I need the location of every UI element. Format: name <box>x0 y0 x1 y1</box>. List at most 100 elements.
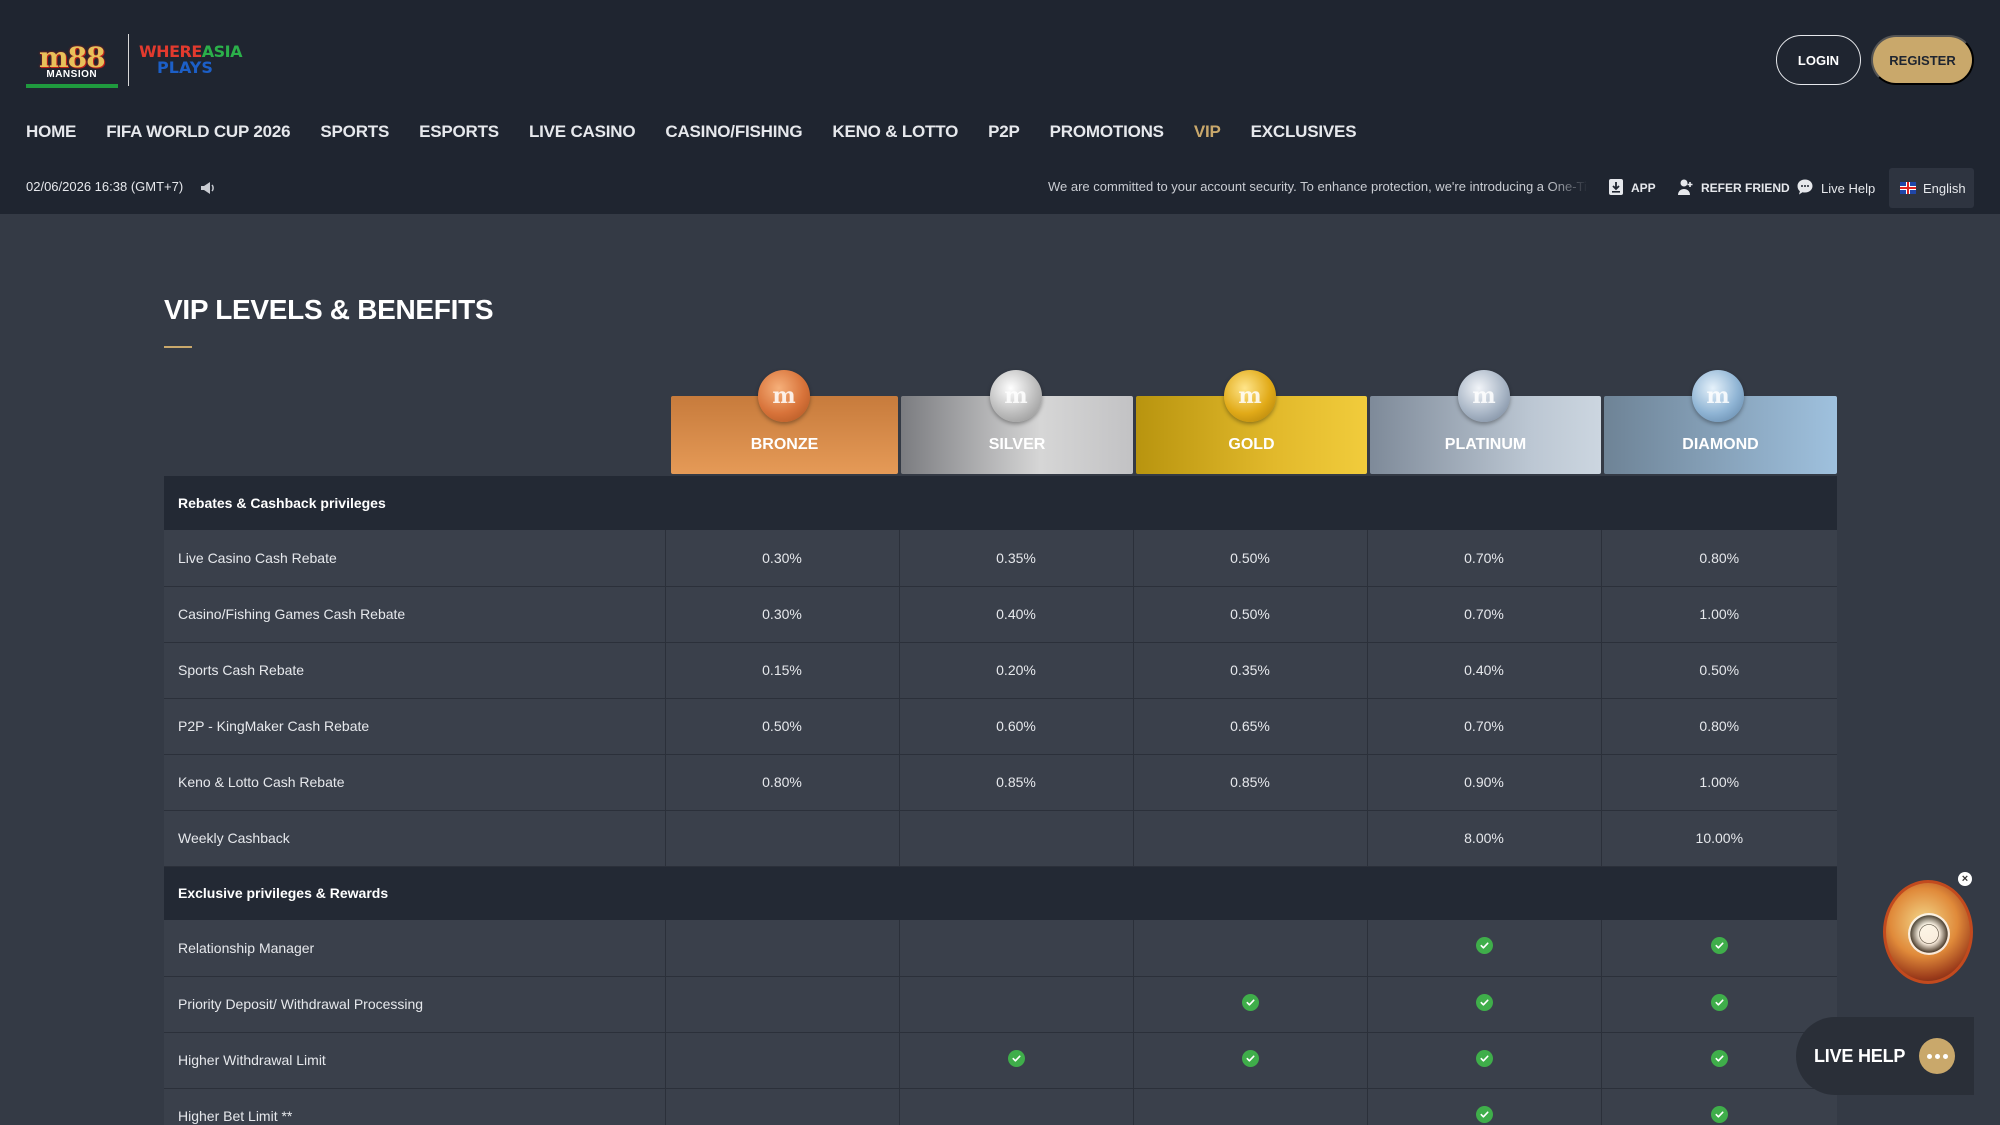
benefit-value-diamond: 1.00% <box>1601 586 1838 643</box>
benefit-value-silver <box>899 1088 1134 1125</box>
live-help-link[interactable]: Live Help <box>1796 168 1875 208</box>
nav-exclusives[interactable]: EXCLUSIVES <box>1250 122 1357 141</box>
chat-bubble-icon <box>1796 178 1814 199</box>
vip-benefits-table: Rebates & Cashback privileges Live Casino… <box>164 476 1838 1125</box>
benefit-label: Relationship Manager <box>164 920 666 977</box>
check-icon <box>1710 993 1728 1011</box>
nav-fifa-world-cup[interactable]: FIFA WORLD CUP 2026 <box>106 122 291 141</box>
benefit-value-gold <box>1133 920 1368 977</box>
title-underline <box>164 346 192 348</box>
benefit-value-bronze: 0.80% <box>665 754 900 811</box>
logo-divider <box>127 34 130 86</box>
benefit-value-diamond: 10.00% <box>1601 810 1838 867</box>
benefit-value-bronze <box>665 1088 900 1125</box>
tagline-asia: ASIA <box>201 42 243 61</box>
nav-p2p[interactable]: P2P <box>988 122 1020 141</box>
diamond-medal-icon: m <box>1692 370 1744 422</box>
benefit-label: P2P - KingMaker Cash Rebate <box>164 698 666 755</box>
page-title: VIP LEVELS & BENEFITS <box>164 294 494 325</box>
benefit-value-platinum: 0.70% <box>1367 530 1602 587</box>
nav-live-casino[interactable]: LIVE CASINO <box>528 122 636 141</box>
logo-sub-text: MANSION <box>46 69 98 80</box>
table-section-header: Exclusive privileges & Rewards <box>164 866 1838 920</box>
chat-dots-icon <box>1919 1038 1956 1074</box>
tagline-plays: PLAYS <box>157 58 213 77</box>
language-label: English <box>1923 180 1966 196</box>
platinum-medal-icon: m <box>1458 370 1510 422</box>
benefit-value-platinum: 0.70% <box>1367 586 1602 643</box>
table-row: Live Casino Cash Rebate 0.30% 0.35% 0.50% 0.… <box>164 530 1838 587</box>
refer-friend-icon <box>1676 178 1694 199</box>
check-icon <box>1475 1105 1493 1123</box>
check-icon <box>1475 993 1493 1011</box>
table-row: Sports Cash Rebate 0.15% 0.20% 0.35% 0.40% 0.… <box>164 642 1838 699</box>
benefit-value-gold: 0.50% <box>1133 586 1368 643</box>
nav-promotions[interactable]: PROMOTIONS <box>1049 122 1164 141</box>
check-icon <box>1007 1049 1025 1067</box>
benefit-value-bronze <box>665 1032 900 1089</box>
benefit-value-platinum <box>1367 976 1602 1033</box>
table-row: Weekly Cashback 8.00% 10.00% <box>164 810 1838 867</box>
refer-friend-label: REFER FRIEND <box>1701 181 1790 195</box>
announcement-marquee[interactable]: We are committed to your account securit… <box>1048 179 1588 197</box>
benefit-label: Live Casino Cash Rebate <box>164 530 666 587</box>
benefit-value-gold <box>1133 1032 1368 1089</box>
live-help-floating-button[interactable]: LIVE HELP <box>1796 1017 1974 1095</box>
check-icon <box>1475 1049 1493 1067</box>
section-title: Rebates & Cashback privileges <box>164 476 1838 530</box>
benefit-value-silver: 0.85% <box>899 754 1134 811</box>
benefit-label: Sports Cash Rebate <box>164 642 666 699</box>
tagline-where: WHERE <box>139 42 202 61</box>
close-icon[interactable]: × <box>1958 872 1972 886</box>
where-asia-plays-logo: WHEREASIA PLAYS <box>139 44 242 76</box>
benefit-value-platinum <box>1367 1032 1602 1089</box>
promo-floating-badge[interactable] <box>1883 880 1973 984</box>
benefit-value-silver <box>899 920 1134 977</box>
nav-vip[interactable]: VIP <box>1193 122 1221 141</box>
tier-header-silver: SILVER <box>901 396 1133 474</box>
login-button[interactable]: LOGIN <box>1776 35 1861 85</box>
promo-ball-icon <box>1883 880 1973 984</box>
check-icon <box>1241 1049 1259 1067</box>
benefit-label: Casino/Fishing Games Cash Rebate <box>164 586 666 643</box>
nav-casino-fishing[interactable]: CASINO/FISHING <box>665 122 803 141</box>
table-row: Keno & Lotto Cash Rebate 0.80% 0.85% 0.85% 0… <box>164 754 1838 811</box>
silver-medal-icon: m <box>990 370 1042 422</box>
benefit-value-bronze <box>665 810 900 867</box>
benefit-label: Weekly Cashback <box>164 810 666 867</box>
main-nav: HOME FIFA WORLD CUP 2026 SPORTS ESPORTS … <box>26 118 1357 146</box>
benefit-value-bronze: 0.15% <box>665 642 900 699</box>
nav-esports[interactable]: ESPORTS <box>419 122 499 141</box>
nav-keno-lotto[interactable]: KENO & LOTTO <box>832 122 959 141</box>
benefit-label: Higher Withdrawal Limit <box>164 1032 666 1089</box>
table-row: Casino/Fishing Games Cash Rebate 0.30% 0.4… <box>164 586 1838 643</box>
benefit-value-gold: 0.65% <box>1133 698 1368 755</box>
benefit-value-diamond <box>1601 920 1838 977</box>
table-section-header: Rebates & Cashback privileges <box>164 476 1838 530</box>
benefit-value-gold <box>1133 976 1368 1033</box>
benefit-value-diamond <box>1601 1088 1838 1125</box>
nav-home[interactable]: HOME <box>26 122 77 141</box>
announcement-speaker-icon[interactable] <box>199 179 217 197</box>
download-app-icon <box>1608 178 1624 199</box>
check-icon <box>1475 937 1493 955</box>
refer-friend-link[interactable]: REFER FRIEND <box>1676 168 1790 208</box>
benefit-value-gold: 0.35% <box>1133 642 1368 699</box>
benefit-value-diamond: 0.80% <box>1601 530 1838 587</box>
nav-sports[interactable]: SPORTS <box>320 122 390 141</box>
site-header: m88 MANSION WHEREASIA PLAYS LOGIN REGIST… <box>0 0 2000 214</box>
benefit-value-bronze: 0.50% <box>665 698 900 755</box>
live-help-label: Live Help <box>1821 180 1876 196</box>
benefit-value-diamond: 0.50% <box>1601 642 1838 699</box>
benefit-value-silver <box>899 1032 1134 1089</box>
app-download-link[interactable]: APP <box>1608 168 1656 208</box>
benefit-value-silver: 0.35% <box>899 530 1134 587</box>
register-button[interactable]: REGISTER <box>1871 35 1974 85</box>
gold-medal-icon: m <box>1224 370 1276 422</box>
benefit-value-platinum <box>1367 1088 1602 1125</box>
check-icon <box>1710 1049 1728 1067</box>
language-selector[interactable]: English <box>1889 168 1974 208</box>
check-icon <box>1710 1105 1728 1123</box>
site-logo[interactable]: m88 MANSION WHEREASIA PLAYS <box>26 32 243 88</box>
benefit-label: Priority Deposit/ Withdrawal Processing <box>164 976 666 1033</box>
